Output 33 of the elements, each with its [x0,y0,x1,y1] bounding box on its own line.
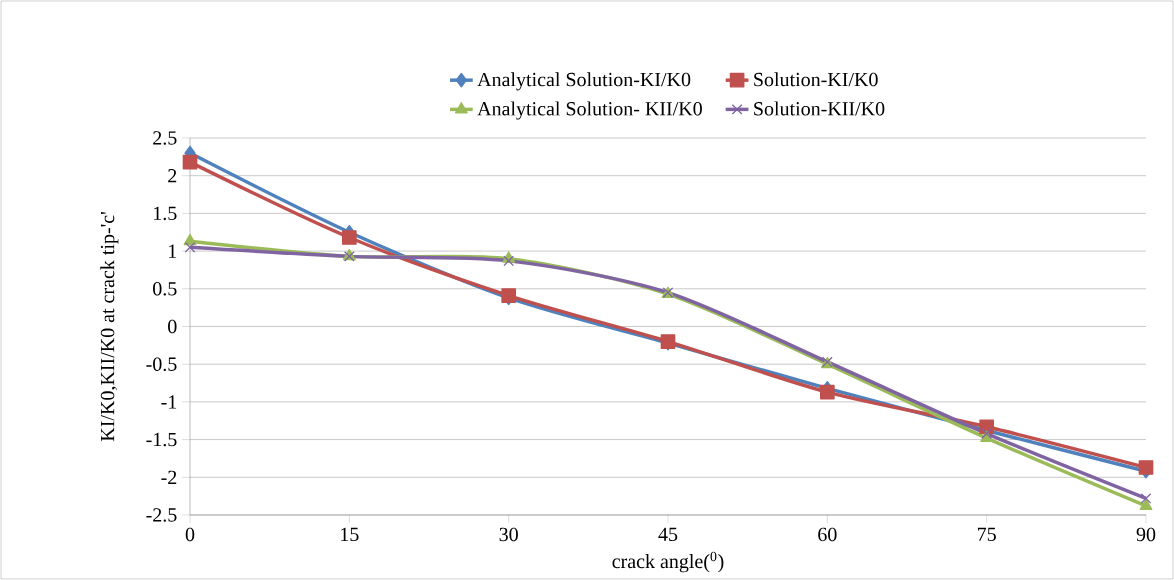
point [981,428,993,439]
y-tick-label: -2 [161,470,177,484]
y-tick-label: -1 [161,395,177,409]
legend-label: Solution-KII/K0 [754,101,885,116]
x-axis-title: crack angle($^{0}$) [612,551,724,573]
y-tick-label: -2.5 [146,508,177,522]
legend-label: Solution-KI/K0 [754,72,878,87]
legend-label: Analytical Solution- KII/K0 [477,101,702,120]
x-tick-label: 60 [818,527,837,542]
y-tick-label: 1 [169,244,177,258]
y-tick-label: 0.5 [153,282,177,296]
x-tick-label: 90 [1136,527,1156,542]
y-tick-label: 0 [168,319,177,334]
legend-label: Analytical Solution-KI/K0 [477,72,691,91]
point [1140,493,1152,504]
y-tick-label: 1.5 [154,206,177,221]
x-tick-label: 0 [185,527,195,542]
x-tick-label: 75 [977,527,996,541]
x-tick-label: 45 [658,527,678,542]
y-tick-label: 2 [168,169,177,183]
point [342,230,357,245]
point [182,154,198,170]
point [820,384,835,400]
y-tick-label: -1.5 [146,432,177,447]
point [503,255,515,267]
y-tick-label: 2.5 [153,131,177,145]
y-axis-title: KI/K0,KII/K0 at crack tip-'c' [100,212,119,442]
y-tick-label: -0.5 [146,357,177,371]
point [1139,498,1153,510]
point [1138,460,1154,475]
point [184,241,196,253]
x-tick-label: 15 [341,527,359,542]
x-tick-label: 30 [499,527,518,542]
